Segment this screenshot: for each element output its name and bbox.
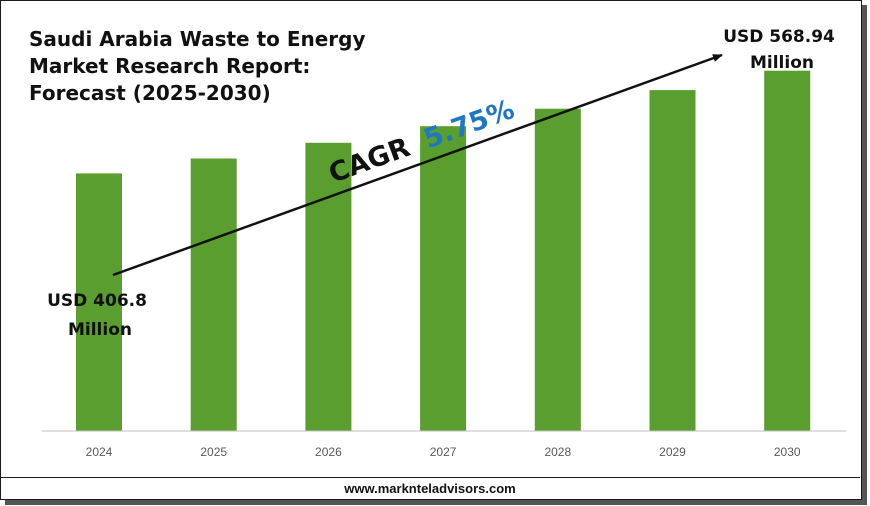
source-footer: www.marknteladvisors.com	[344, 481, 516, 496]
x-tick-labels: 2024 2025 2026 2027 2028 2029 2030	[86, 445, 801, 459]
growth-trend-arrow	[112, 53, 723, 277]
end-value-label: USD 568.94 Million	[723, 27, 841, 73]
x-tick-label-2030: 2030	[774, 445, 801, 459]
bar-2028	[534, 108, 581, 431]
start-value-label: USD 406.8 Million	[47, 291, 153, 340]
end-value-line-1: USD 568.94	[723, 27, 835, 47]
chart-title: Saudi Arabia Waste to Energy Market Rese…	[29, 27, 366, 105]
bar-2027	[420, 126, 467, 431]
x-tick-label-2025: 2025	[200, 445, 227, 459]
x-tick-label-2029: 2029	[659, 445, 686, 459]
start-value-line-2: Million	[68, 320, 132, 340]
bar-2029	[649, 90, 696, 431]
end-value-line-2: Million	[750, 53, 814, 73]
cagr-prefix: CAGR	[325, 132, 414, 190]
bar-2030	[764, 70, 811, 431]
x-tick-label-2028: 2028	[544, 445, 571, 459]
bar-chart: 2024 2025 2026 2027 2028 2029 2030 CAGR 5.75% …	[42, 27, 846, 459]
bar-2024	[76, 173, 122, 431]
bar-2025	[190, 158, 237, 431]
start-value-line-1: USD 406.8	[47, 291, 147, 311]
x-tick-label-2026: 2026	[315, 445, 342, 459]
x-tick-label-2024: 2024	[86, 445, 113, 459]
x-tick-label-2027: 2027	[430, 445, 457, 459]
footer-divider	[0, 477, 860, 478]
